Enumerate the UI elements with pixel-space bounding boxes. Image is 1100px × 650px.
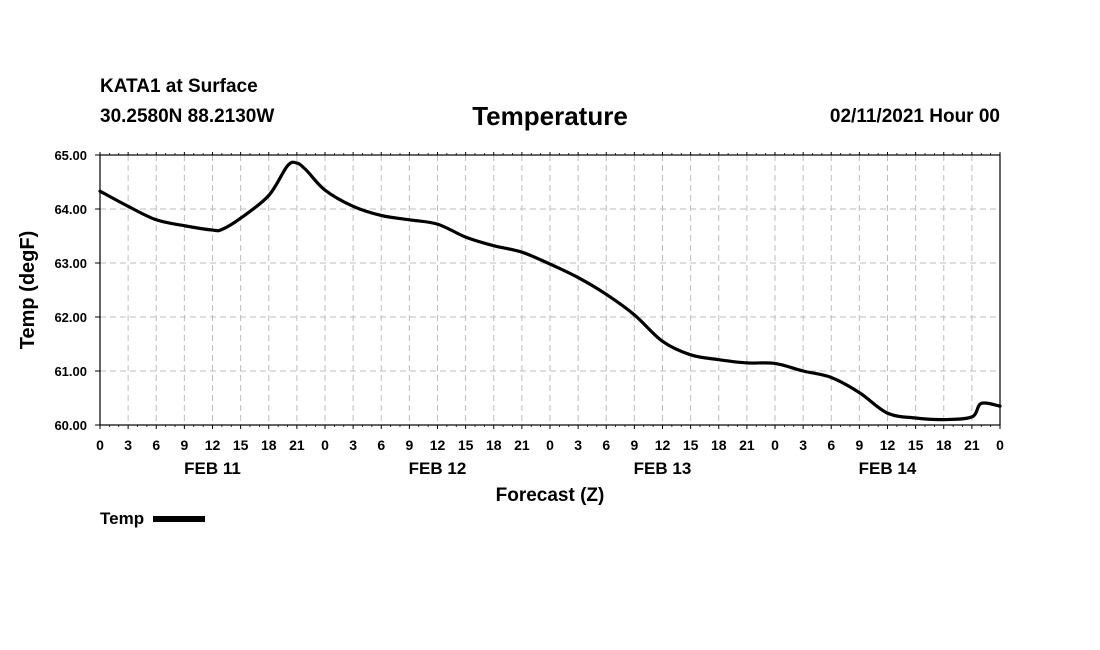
chart-title: Temperature — [472, 101, 628, 131]
day-label: FEB 11 — [184, 459, 241, 478]
station-coordinates: 30.2580N 88.2130W — [100, 106, 275, 127]
x-tick-label: 18 — [711, 437, 727, 453]
x-tick-label: 0 — [546, 437, 554, 453]
x-tick-label: 0 — [321, 437, 329, 453]
y-axis-title: Temp (degF) — [17, 231, 39, 350]
x-tick-label: 12 — [880, 437, 896, 453]
y-tick-label: 60.00 — [54, 418, 87, 433]
x-tick-label: 18 — [486, 437, 502, 453]
legend-line-swatch — [153, 516, 206, 522]
axis-ticks — [95, 152, 1001, 429]
x-tick-label: 6 — [602, 437, 610, 453]
x-tick-label: 21 — [739, 437, 755, 453]
x-tick-label: 15 — [683, 437, 699, 453]
x-tick-label: 21 — [289, 437, 305, 453]
x-tick-label: 21 — [964, 437, 980, 453]
axis-labels: 60.00 61.00 62.00 63.00 64.00 65.00 0 3 6 9 12 15 18… — [17, 148, 1004, 506]
x-tick-label: 18 — [261, 437, 277, 453]
x-tick-label: 12 — [205, 437, 221, 453]
day-label: FEB 12 — [409, 459, 467, 478]
x-tick-label: 12 — [655, 437, 671, 453]
x-tick-label: 15 — [233, 437, 249, 453]
temp-series-line — [98, 160, 1002, 422]
day-label: FEB 13 — [634, 459, 692, 478]
series-layer — [98, 160, 1002, 422]
x-tick-label: 21 — [514, 437, 530, 453]
y-tick-label: 62.00 — [54, 310, 87, 325]
x-tick-label: 3 — [799, 437, 807, 453]
x-tick-label: 3 — [124, 437, 132, 453]
grid-lines — [100, 155, 1000, 425]
x-tick-label: 0 — [996, 437, 1004, 453]
forecast-datetime: 02/11/2021 Hour 00 — [829, 106, 1000, 127]
station-label: KATA1 at Surface — [100, 76, 258, 97]
x-tick-label: 6 — [152, 437, 160, 453]
y-tick-label: 61.00 — [54, 364, 87, 379]
x-tick-label: 15 — [458, 437, 474, 453]
x-tick-label: 15 — [908, 437, 924, 453]
x-tick-label: 0 — [771, 437, 779, 453]
x-tick-label: 9 — [630, 437, 638, 453]
y-tick-label: 65.00 — [54, 148, 87, 163]
y-tick-label: 64.00 — [54, 202, 87, 217]
x-axis-title: Forecast (Z) — [496, 485, 605, 506]
y-tick-label: 63.00 — [54, 256, 87, 271]
x-tick-label: 9 — [855, 437, 863, 453]
day-label: FEB 14 — [859, 459, 917, 478]
x-tick-label: 18 — [936, 437, 952, 453]
x-tick-label: 3 — [349, 437, 357, 453]
legend-label: Temp — [100, 509, 145, 528]
x-tick-label: 0 — [96, 437, 104, 453]
x-tick-label: 12 — [430, 437, 446, 453]
x-tick-label: 3 — [574, 437, 582, 453]
x-tick-label: 6 — [827, 437, 835, 453]
x-tick-label: 9 — [405, 437, 413, 453]
legend: Temp — [100, 509, 206, 529]
x-tick-label: 6 — [377, 437, 385, 453]
x-tick-label: 9 — [180, 437, 188, 453]
